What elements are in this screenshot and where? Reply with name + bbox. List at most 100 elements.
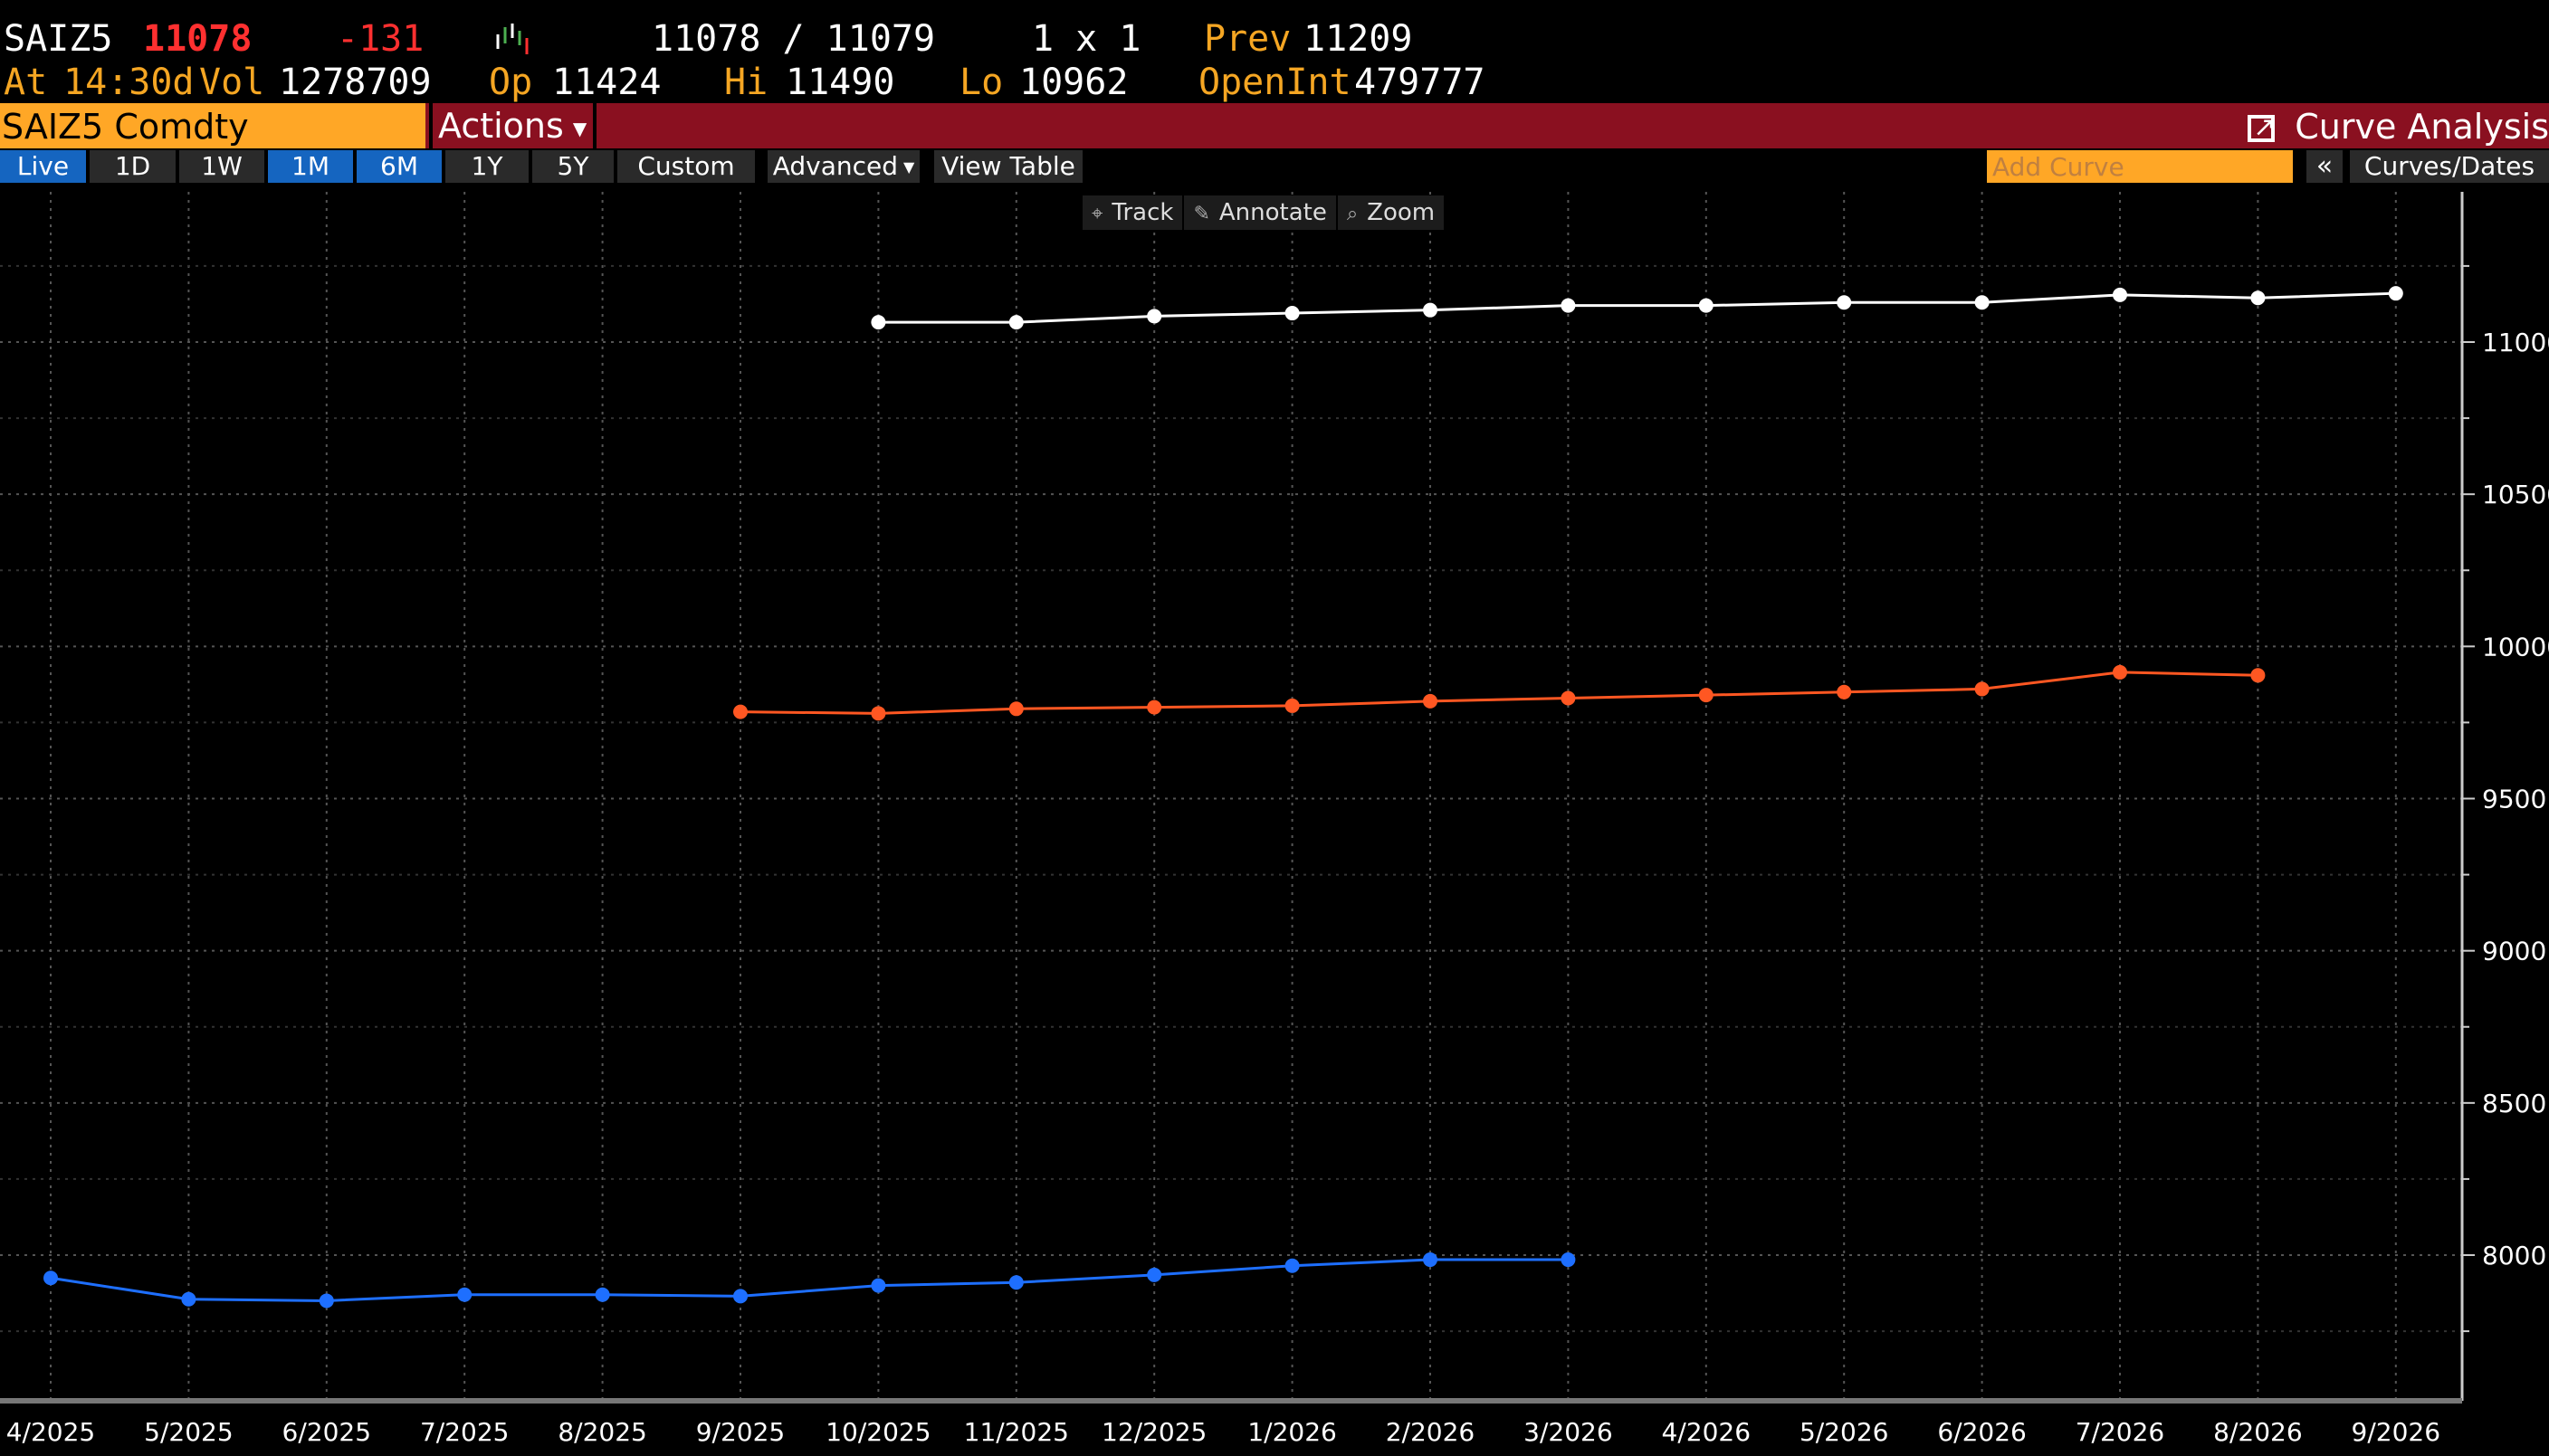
series-line [50, 1258, 1569, 1302]
add-curve-input[interactable] [1987, 150, 2293, 183]
actions-menu[interactable]: Actions ▼ [438, 103, 587, 148]
chart-grid [0, 192, 2462, 1401]
advanced-menu-button[interactable]: Advanced ▼ [768, 150, 920, 183]
series-point [1147, 309, 1162, 324]
x-tick-label: 2/2026 [1386, 1417, 1475, 1447]
chevron-down-icon: ▼ [903, 158, 915, 176]
advanced-label: Advanced [772, 151, 898, 181]
track-tool[interactable]: ⌖ Track [1083, 195, 1185, 230]
series-point [1698, 298, 1714, 313]
annotate-tool[interactable]: ✎ Annotate [1184, 195, 1338, 230]
x-tick-label: 6/2025 [282, 1417, 372, 1447]
function-title: Curve Analysis [2248, 103, 2549, 151]
x-tick-label: 1/2026 [1247, 1417, 1337, 1447]
crosshair-icon: ⌖ [1092, 203, 1103, 225]
bid-ask: 11078 / 11079 [652, 18, 936, 60]
series-point [1008, 1275, 1024, 1290]
last-price: 11078 [143, 18, 253, 60]
y-tick-label: 10000 [2482, 632, 2549, 661]
series-point [733, 1289, 748, 1304]
series-point [1698, 688, 1714, 703]
series-point [457, 1287, 473, 1302]
y-tick-label: 8500 [2482, 1089, 2546, 1118]
annotate-label: Annotate [1218, 199, 1327, 226]
at-label: At [4, 62, 48, 103]
x-tick-label: 9/2025 [696, 1417, 786, 1447]
series-point [871, 315, 886, 330]
chart-series [43, 286, 2403, 1308]
low-value: 10962 [1019, 62, 1129, 103]
launch-icon[interactable] [2248, 104, 2276, 151]
open-label: Op [489, 62, 533, 103]
y-tick-label: 11000 [2482, 328, 2549, 357]
security-field[interactable]: SAIZ5 Comdty [0, 103, 425, 148]
series-line [740, 671, 2258, 715]
series-point [595, 1287, 610, 1302]
series-point [1147, 1267, 1162, 1282]
x-tick-label: 4/2026 [1662, 1417, 1752, 1447]
series-point [1837, 684, 1852, 699]
collapse-panel-button[interactable]: « [2306, 150, 2343, 183]
curves-dates-button[interactable]: Curves/Dates [2350, 150, 2549, 183]
x-tick-label: 9/2026 [2352, 1417, 2441, 1447]
series-point [2250, 290, 2266, 306]
series-point [1837, 295, 1852, 310]
series-point [2113, 664, 2127, 680]
period-1y-button[interactable]: 1Y [445, 150, 529, 183]
x-tick-label: 8/2026 [2213, 1417, 2303, 1447]
high-label: Hi [724, 62, 769, 103]
series-point [2113, 287, 2127, 302]
zoom-label: Zoom [1367, 199, 1436, 226]
period-custom-button[interactable]: Custom [617, 150, 755, 183]
candlestick-icon[interactable] [492, 18, 536, 69]
open-interest-value: 479777 [1354, 62, 1485, 103]
period-6m-button[interactable]: 6M [357, 150, 442, 183]
series-point [2388, 286, 2403, 301]
quote-time: 14:30d [63, 62, 195, 103]
series-point [319, 1293, 334, 1308]
series-point [733, 704, 748, 719]
period-5y-button[interactable]: 5Y [532, 150, 614, 183]
series-point [1561, 298, 1576, 313]
magnifier-icon: ⌕ [1346, 203, 1359, 225]
actions-label: Actions [438, 106, 564, 146]
series-point [1561, 1252, 1576, 1268]
x-tick-label: 8/2025 [558, 1417, 647, 1447]
series-point [43, 1270, 58, 1286]
series-point [1284, 306, 1300, 321]
y-tick-label: 9000 [2482, 937, 2546, 966]
x-tick-label: 10/2025 [826, 1417, 931, 1447]
chart-tools: ⌖ Track ✎ Annotate ⌕ Zoom [1083, 195, 1445, 230]
chevron-down-icon: ▼ [572, 117, 587, 139]
prev-value: 11209 [1303, 18, 1413, 60]
view-table-button[interactable]: View Table [934, 150, 1083, 183]
series-point [1284, 1258, 1300, 1273]
series-point [871, 706, 886, 721]
period-live-button[interactable]: Live [0, 150, 86, 183]
x-tick-label: 5/2025 [144, 1417, 234, 1447]
series-line [878, 291, 2396, 324]
price-change: -131 [337, 18, 425, 60]
open-interest-label: OpenInt [1198, 62, 1351, 103]
zoom-tool[interactable]: ⌕ Zoom [1338, 195, 1444, 230]
title-bar-divider [593, 103, 597, 148]
series-point [1974, 681, 1990, 697]
series-point [1423, 693, 1437, 709]
period-1m-button[interactable]: 1M [268, 150, 353, 183]
y-axis: 8000 8500 9000 9500 10000 10500 11000 [0, 192, 2549, 1404]
track-label: Track [1112, 199, 1174, 226]
series-point [1561, 690, 1576, 706]
title-bar-divider [429, 103, 433, 148]
x-tick-label: 6/2026 [1937, 1417, 2027, 1447]
period-1w-button[interactable]: 1W [179, 150, 264, 183]
series-point [1974, 295, 1990, 310]
series-point [1423, 302, 1437, 318]
ticker-symbol: SAIZ5 [4, 18, 113, 60]
x-tick-label: 12/2025 [1102, 1417, 1207, 1447]
y-tick-label: 10500 [2482, 480, 2549, 509]
x-axis: 4/2025 5/2025 6/2025 7/2025 8/2025 9/2025 10/2… [6, 1417, 2440, 1447]
series-point [1008, 315, 1024, 330]
period-1d-button[interactable]: 1D [90, 150, 176, 183]
x-tick-label: 4/2025 [6, 1417, 96, 1447]
